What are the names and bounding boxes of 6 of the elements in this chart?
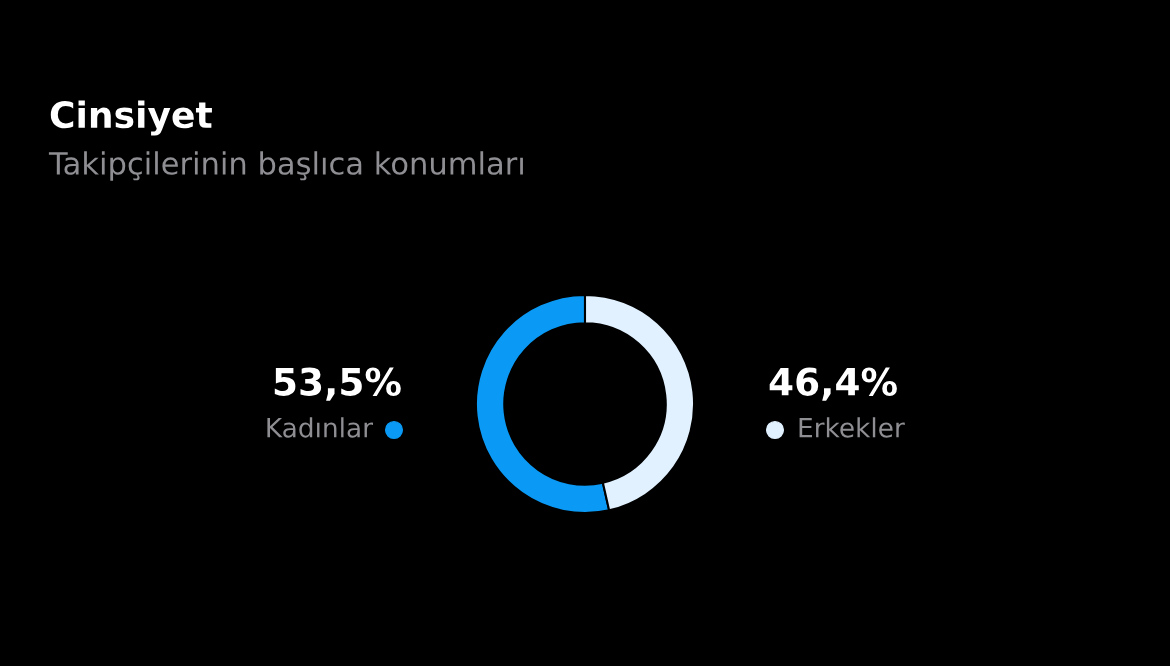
legend-label: Erkekler bbox=[799, 417, 905, 438]
data-label: 53,5% bbox=[274, 367, 401, 401]
data-label: 46,4% bbox=[769, 367, 897, 401]
chart-title: Cinsiyet bbox=[50, 100, 212, 136]
chart-subtitle: Takipçilerinin başlıca konumları bbox=[48, 151, 523, 181]
slice-label: Kadınlar bbox=[267, 417, 373, 438]
